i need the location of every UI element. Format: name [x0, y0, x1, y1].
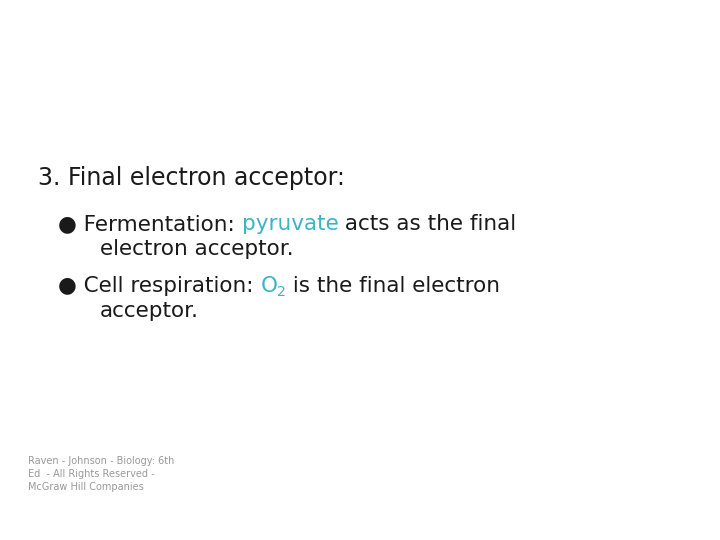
Text: is the final electron: is the final electron	[287, 276, 500, 296]
Text: acts as the final: acts as the final	[338, 214, 516, 234]
Text: 2: 2	[277, 285, 287, 299]
Text: ● Fermentation:: ● Fermentation:	[58, 214, 242, 234]
Text: pyruvate: pyruvate	[242, 214, 338, 234]
Text: Raven - Johnson - Biology: 6th
Ed  - All Rights Reserved -
McGraw Hill Companies: Raven - Johnson - Biology: 6th Ed - All …	[28, 456, 174, 492]
Text: O: O	[261, 276, 277, 296]
Text: electron acceptor.: electron acceptor.	[100, 239, 294, 259]
Text: ● Cell respiration:: ● Cell respiration:	[58, 276, 261, 296]
Text: acceptor.: acceptor.	[100, 301, 199, 321]
Text: 3. Final electron acceptor:: 3. Final electron acceptor:	[38, 166, 345, 190]
